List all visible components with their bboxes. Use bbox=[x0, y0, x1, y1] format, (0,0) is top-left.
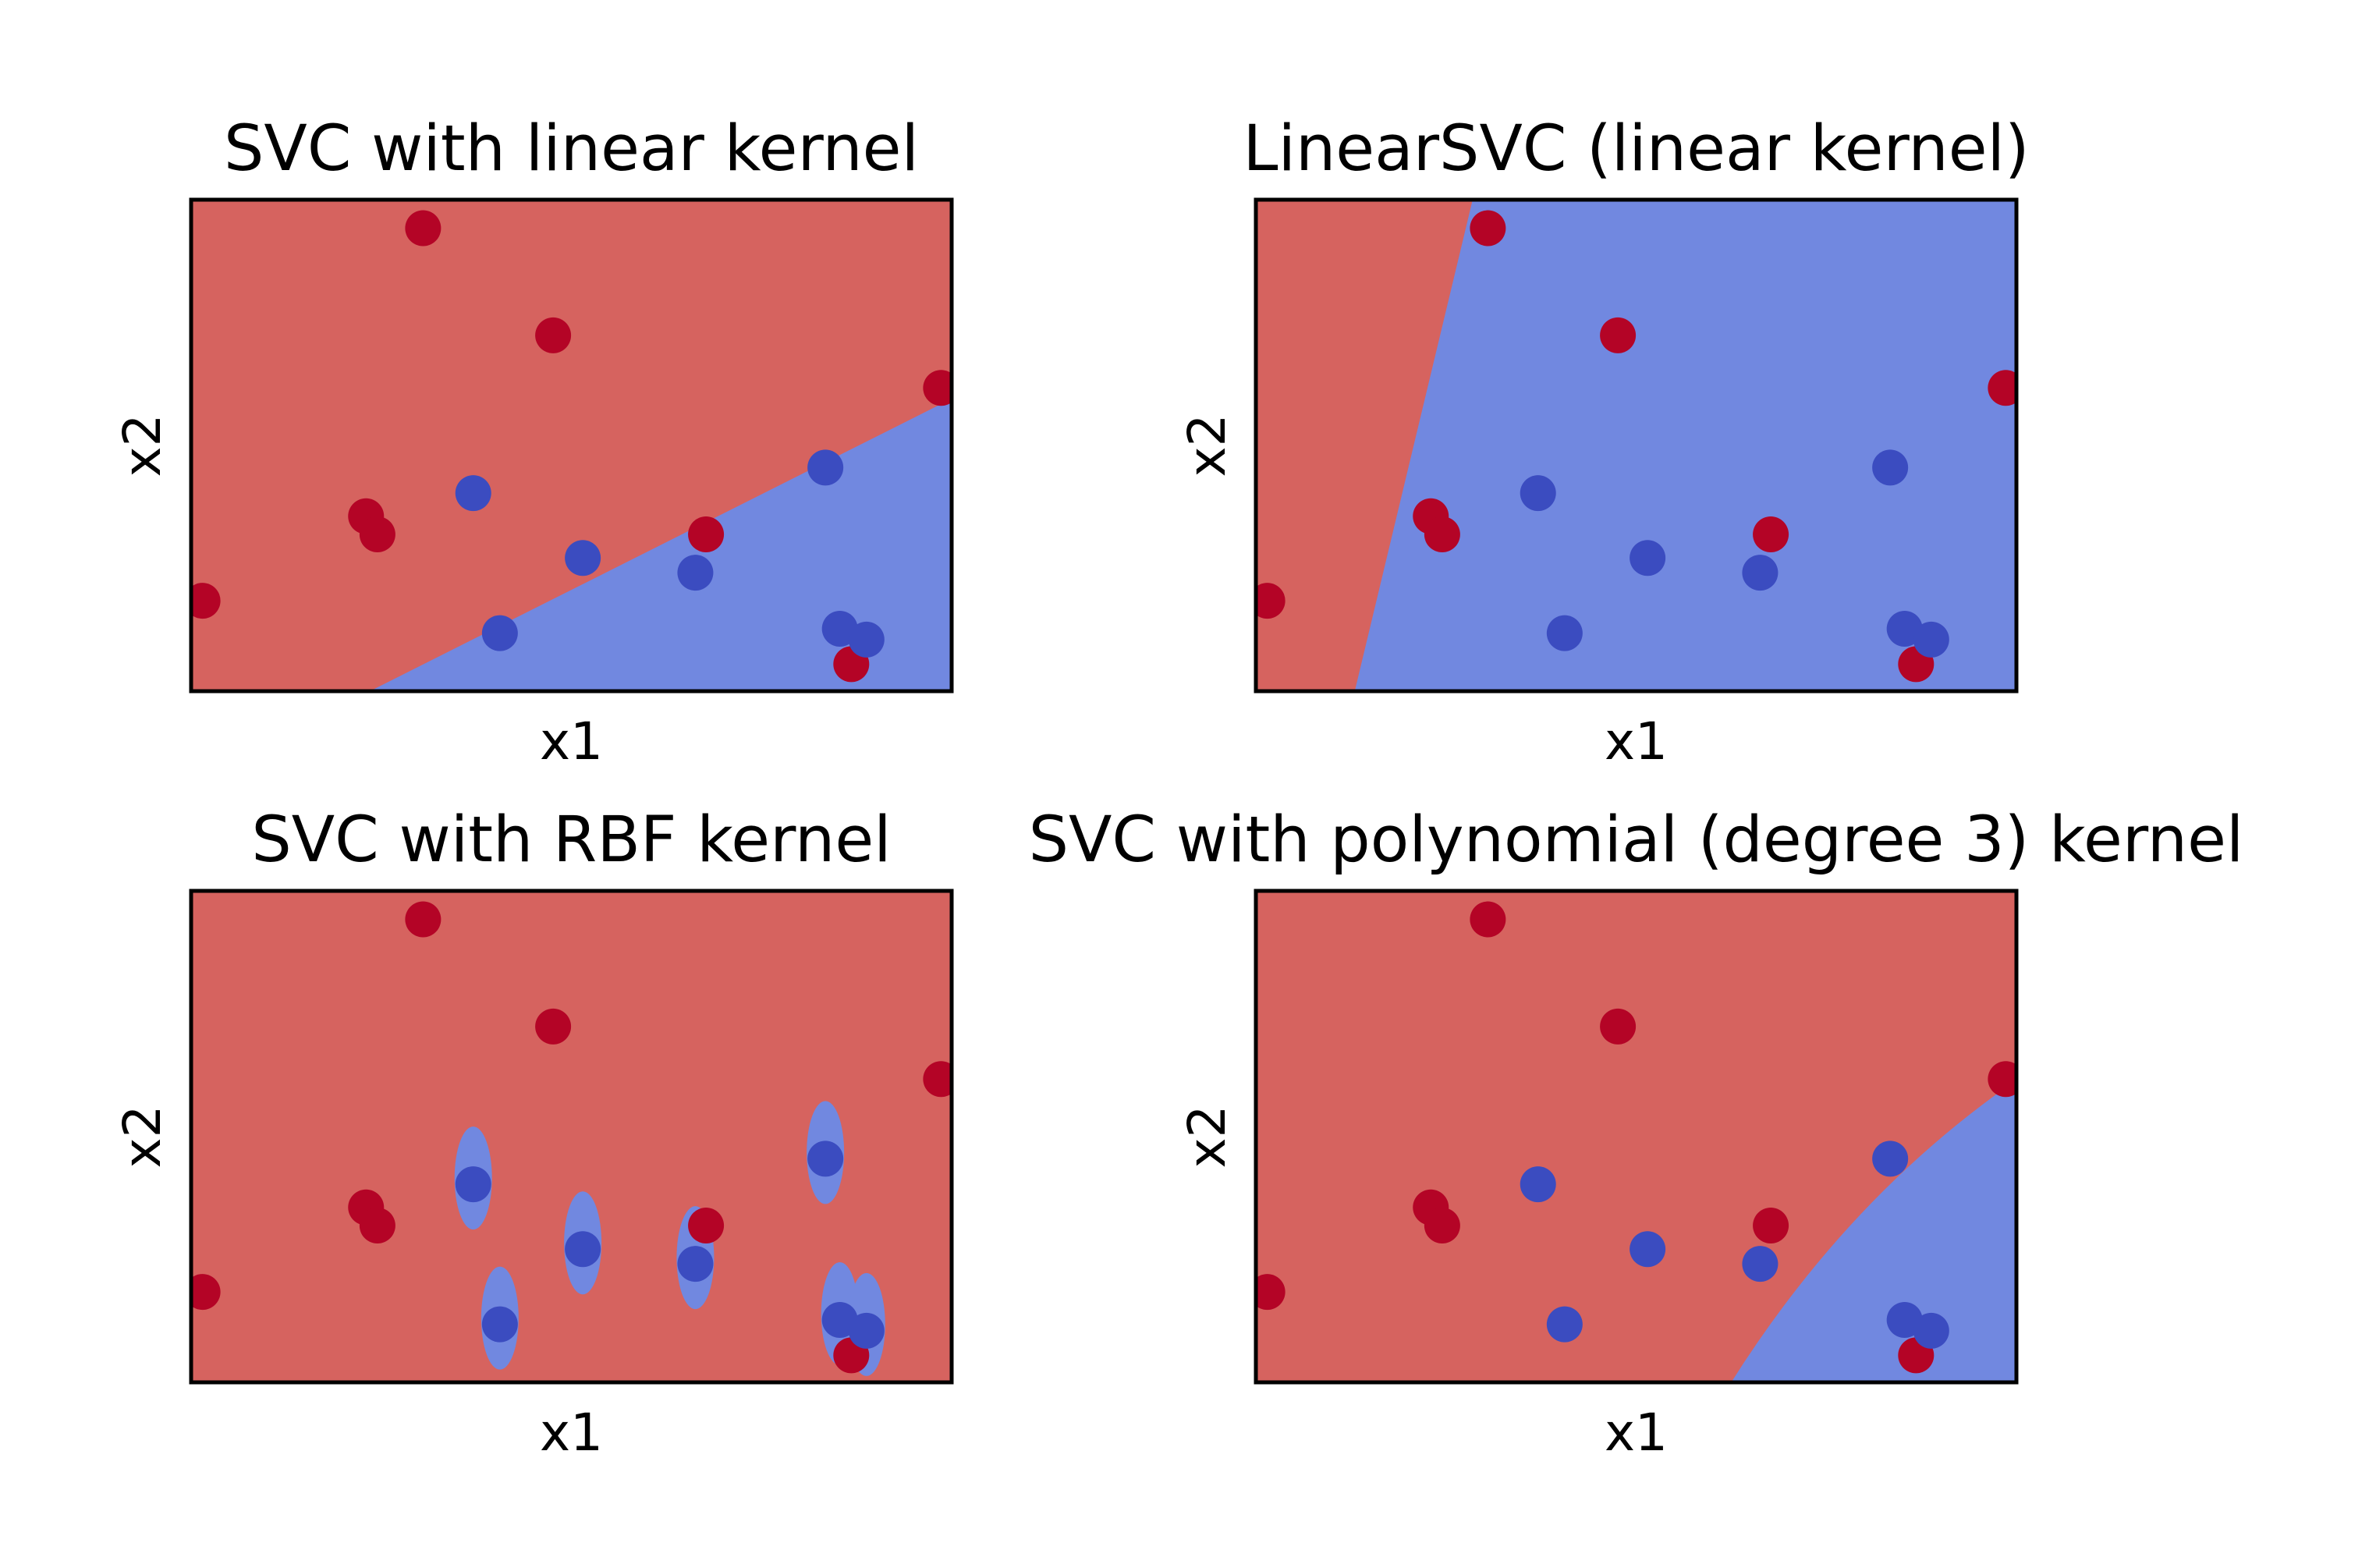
point-blue bbox=[807, 449, 844, 486]
point-red bbox=[1753, 1208, 1789, 1244]
point-red bbox=[1256, 583, 1286, 619]
x-axis-label: x1 bbox=[1605, 1403, 1668, 1463]
point-blue bbox=[1872, 449, 1909, 486]
point-red bbox=[405, 901, 442, 938]
point-red bbox=[1600, 317, 1637, 353]
subplot-title: SVC with linear kernel bbox=[224, 112, 919, 186]
region-blue bbox=[370, 399, 952, 691]
point-blue bbox=[481, 615, 518, 651]
point-red bbox=[1470, 210, 1506, 247]
point-blue bbox=[1630, 540, 1666, 576]
point-blue bbox=[481, 1306, 518, 1343]
point-blue bbox=[565, 540, 601, 576]
x-axis-label: x1 bbox=[1605, 711, 1668, 772]
point-red bbox=[1424, 1208, 1460, 1244]
point-red bbox=[1424, 516, 1460, 553]
region-blue bbox=[1731, 1080, 2016, 1382]
point-blue bbox=[1913, 1312, 1949, 1349]
point-blue bbox=[677, 555, 714, 591]
points bbox=[1256, 210, 2016, 683]
point-blue bbox=[1546, 1306, 1583, 1343]
points bbox=[191, 901, 952, 1374]
subplot-2: LinearSVC (linear kernel) x1 x2 bbox=[1177, 112, 2030, 772]
axes-frame bbox=[189, 197, 954, 694]
point-red bbox=[359, 1208, 395, 1244]
point-blue bbox=[848, 621, 885, 658]
decision-regions bbox=[191, 200, 952, 691]
point-red bbox=[535, 317, 572, 353]
subplot-title: LinearSVC (linear kernel) bbox=[1243, 112, 2029, 186]
point-blue bbox=[1872, 1141, 1909, 1177]
point-red bbox=[923, 370, 952, 406]
point-red bbox=[688, 516, 725, 553]
point-red bbox=[1988, 1061, 2016, 1098]
subplot-3: SVC with RBF kernel x1 x2 bbox=[112, 804, 954, 1463]
point-blue bbox=[1520, 475, 1556, 512]
point-blue bbox=[1546, 615, 1583, 651]
decision-regions bbox=[1256, 200, 2016, 691]
point-blue bbox=[807, 1141, 844, 1177]
axes-frame bbox=[1254, 197, 2019, 694]
point-blue bbox=[1742, 555, 1779, 591]
region-blue bbox=[1354, 200, 2016, 691]
y-axis-label: x2 bbox=[1177, 413, 1237, 477]
points bbox=[1256, 901, 2016, 1374]
y-axis-label: x2 bbox=[1177, 1105, 1237, 1168]
points bbox=[191, 210, 952, 683]
point-red bbox=[359, 516, 395, 553]
decision-regions bbox=[1256, 891, 2016, 1382]
point-blue bbox=[1742, 1246, 1779, 1282]
y-axis-label: x2 bbox=[112, 1105, 172, 1168]
x-axis-label: x1 bbox=[540, 711, 603, 772]
axes-frame bbox=[1254, 889, 2019, 1385]
point-red bbox=[1988, 370, 2016, 406]
point-blue bbox=[1630, 1231, 1666, 1268]
x-axis-label: x1 bbox=[540, 1403, 603, 1463]
point-red bbox=[1470, 901, 1506, 938]
point-blue bbox=[455, 1166, 491, 1203]
point-blue bbox=[1913, 621, 1949, 658]
subplot-title: SVC with RBF kernel bbox=[251, 804, 891, 877]
point-blue bbox=[677, 1246, 714, 1282]
axes-frame bbox=[189, 889, 954, 1385]
point-red bbox=[191, 1274, 221, 1311]
subplot-1: SVC with linear kernel x1 x2 bbox=[112, 112, 954, 772]
point-red bbox=[405, 210, 442, 247]
point-red bbox=[1753, 516, 1789, 553]
point-red bbox=[535, 1008, 572, 1045]
subplot-4: SVC with polynomial (degree 3) kernel x1 x… bbox=[1029, 804, 2244, 1463]
point-red bbox=[1600, 1008, 1637, 1045]
point-red bbox=[191, 583, 221, 619]
point-blue bbox=[1520, 1166, 1556, 1203]
point-red bbox=[923, 1061, 952, 1098]
point-blue bbox=[848, 1312, 885, 1349]
y-axis-label: x2 bbox=[112, 413, 172, 477]
point-blue bbox=[455, 475, 491, 512]
point-blue bbox=[565, 1231, 601, 1268]
point-red bbox=[1256, 1274, 1286, 1311]
subplot-title: SVC with polynomial (degree 3) kernel bbox=[1029, 804, 2244, 877]
point-red bbox=[688, 1208, 725, 1244]
